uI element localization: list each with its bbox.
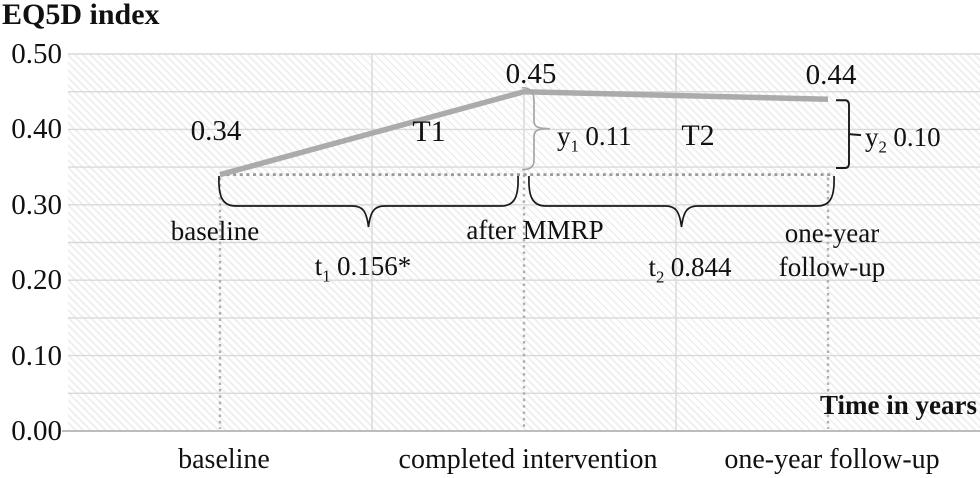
y-axis-title: EQ5D index xyxy=(2,0,160,31)
point-label-completed-intervention: 0.45 xyxy=(505,58,557,90)
x-category-label: baseline xyxy=(178,444,270,475)
interval-label-T1: T1 xyxy=(412,115,446,148)
t1-pvalue-label: t1 0.156* xyxy=(315,253,412,285)
t1-subscript: 1 xyxy=(322,266,331,286)
y-tick-label: 0.40 xyxy=(11,113,62,146)
t2-value: 0.844 xyxy=(670,252,732,282)
interval-label-T2: T2 xyxy=(681,119,715,152)
t1-symbol: t xyxy=(314,251,323,281)
annotation-after-mmrp: after MMRP xyxy=(466,215,604,245)
y2-symbol: y xyxy=(865,122,879,152)
t2-subscript: 2 xyxy=(655,267,665,287)
point-label-one-year: 0.44 xyxy=(805,59,857,91)
x-category-label: completed intervention xyxy=(398,444,658,475)
y1-difference-label: y1 0.11 xyxy=(557,123,632,155)
y1-value: 0.11 xyxy=(585,121,632,151)
y-tick-label: 0.00 xyxy=(11,415,62,447)
annotation-one-year-followup: one-year follow-up xyxy=(779,216,885,284)
t1-value: 0.156* xyxy=(337,251,412,281)
annotation-one-year-line2: follow-up xyxy=(778,252,886,282)
y1-subscript: 1 xyxy=(570,136,579,156)
y-tick-label: 0.20 xyxy=(11,264,62,297)
annotation-one-year-line1: one-year xyxy=(784,218,880,248)
point-label-baseline: 0.34 xyxy=(190,115,242,147)
y-tick-label: 0.10 xyxy=(11,339,62,372)
t2-pvalue-label: t2 0.844 xyxy=(648,254,731,286)
y2-difference-label: y2 0.10 xyxy=(865,124,941,156)
x-category-label: one-year follow-up xyxy=(724,444,940,475)
y-tick-label: 0.30 xyxy=(11,188,62,221)
y2-subscript: 2 xyxy=(878,137,887,157)
y2-value: 0.10 xyxy=(893,122,941,152)
y1-symbol: y xyxy=(557,121,571,151)
x-axis-title: Time in years xyxy=(820,390,977,420)
annotation-baseline: baseline xyxy=(170,216,260,246)
y-tick-label: 0.50 xyxy=(11,38,62,70)
t2-symbol: t xyxy=(648,252,656,282)
